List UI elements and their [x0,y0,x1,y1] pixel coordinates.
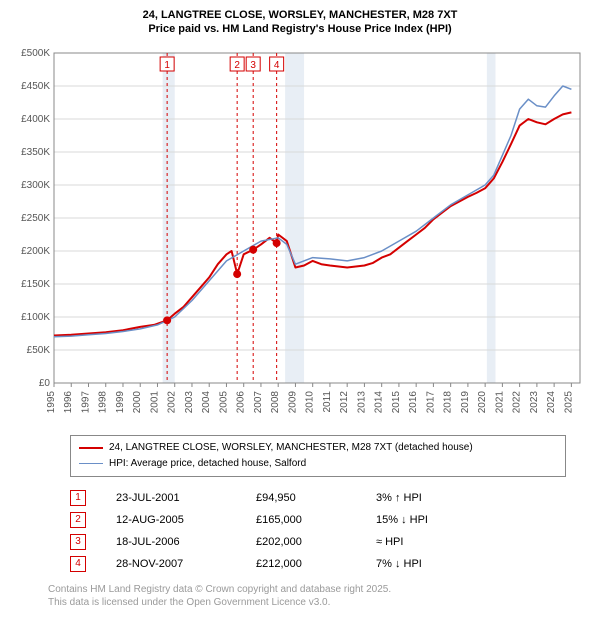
svg-text:1999: 1999 [115,390,126,413]
transaction-key: 4 [70,556,86,572]
svg-text:2002: 2002 [167,390,178,413]
transaction-delta: ≈ HPI [376,536,466,548]
svg-text:2007: 2007 [253,390,264,413]
transaction-date: 12-AUG-2005 [116,514,226,526]
svg-text:1998: 1998 [98,390,109,413]
svg-text:4: 4 [274,60,280,71]
chart-title-line1: 24, LANGTREE CLOSE, WORSLEY, MANCHESTER,… [10,8,590,22]
transaction-key: 2 [70,512,86,528]
svg-text:2009: 2009 [287,390,298,413]
legend-item-property: 24, LANGTREE CLOSE, WORSLEY, MANCHESTER,… [79,440,557,456]
footer-line1: Contains HM Land Registry data © Crown c… [48,583,590,596]
transactions-table: 1 23-JUL-2001 £94,950 3% ↑ HPI 2 12-AUG-… [70,487,590,575]
svg-text:£350K: £350K [21,147,50,158]
chart-title-block: 24, LANGTREE CLOSE, WORSLEY, MANCHESTER,… [10,8,590,37]
svg-text:£150K: £150K [21,279,50,290]
svg-text:2025: 2025 [563,390,574,413]
legend-swatch-property [79,447,103,449]
svg-text:£100K: £100K [21,312,50,323]
svg-text:2008: 2008 [270,390,281,413]
svg-text:£500K: £500K [21,48,50,59]
svg-text:£200K: £200K [21,246,50,257]
svg-text:2022: 2022 [512,390,523,413]
svg-text:2003: 2003 [184,390,195,413]
transaction-key: 1 [70,490,86,506]
svg-text:2000: 2000 [132,390,143,413]
svg-text:2001: 2001 [149,390,160,413]
svg-text:2006: 2006 [236,390,247,413]
table-row: 3 18-JUL-2006 £202,000 ≈ HPI [70,531,590,553]
svg-text:2012: 2012 [339,390,350,413]
legend-label-property: 24, LANGTREE CLOSE, WORSLEY, MANCHESTER,… [109,442,473,453]
svg-text:£450K: £450K [21,81,50,92]
footer-line2: This data is licensed under the Open Gov… [48,596,590,609]
table-row: 4 28-NOV-2007 £212,000 7% ↓ HPI [70,553,590,575]
transaction-date: 23-JUL-2001 [116,492,226,504]
svg-text:2011: 2011 [322,390,333,412]
svg-text:2010: 2010 [305,390,316,413]
svg-text:1: 1 [164,60,170,71]
svg-text:2023: 2023 [529,390,540,413]
price-chart: £0 £50K £100K £150K £200K £250K £300K £350K £400… [10,43,590,423]
legend-item-hpi: HPI: Average price, detached house, Salf… [79,456,557,472]
svg-text:£50K: £50K [27,345,51,356]
transaction-date: 28-NOV-2007 [116,558,226,570]
svg-text:2021: 2021 [494,390,505,413]
svg-text:1995: 1995 [46,390,57,413]
svg-text:2004: 2004 [201,390,212,413]
svg-text:2015: 2015 [391,390,402,413]
svg-text:£250K: £250K [21,213,50,224]
transaction-price: £212,000 [256,558,346,570]
svg-text:2017: 2017 [425,390,436,413]
svg-text:2018: 2018 [443,390,454,413]
transaction-price: £202,000 [256,536,346,548]
svg-text:2016: 2016 [408,390,419,413]
transaction-price: £94,950 [256,492,346,504]
table-row: 1 23-JUL-2001 £94,950 3% ↑ HPI [70,487,590,509]
svg-text:1996: 1996 [63,390,74,413]
chart-title-line2: Price paid vs. HM Land Registry's House … [10,22,590,36]
svg-text:£400K: £400K [21,114,50,125]
svg-text:1997: 1997 [80,390,91,413]
chart-svg: £0 £50K £100K £150K £200K £250K £300K £350K £400… [10,43,590,423]
legend-label-hpi: HPI: Average price, detached house, Salf… [109,458,306,469]
legend: 24, LANGTREE CLOSE, WORSLEY, MANCHESTER,… [70,435,566,477]
svg-text:2013: 2013 [356,390,367,413]
legend-swatch-hpi [79,463,103,464]
svg-text:3: 3 [250,60,256,71]
table-row: 2 12-AUG-2005 £165,000 15% ↓ HPI [70,509,590,531]
svg-text:2020: 2020 [477,390,488,413]
svg-text:2019: 2019 [460,390,471,413]
transaction-delta: 15% ↓ HPI [376,514,466,526]
svg-text:£0: £0 [39,378,51,389]
transaction-delta: 3% ↑ HPI [376,492,466,504]
transaction-date: 18-JUL-2006 [116,536,226,548]
transaction-delta: 7% ↓ HPI [376,558,466,570]
footer-attribution: Contains HM Land Registry data © Crown c… [48,583,590,609]
svg-text:£300K: £300K [21,180,50,191]
transaction-price: £165,000 [256,514,346,526]
svg-text:2024: 2024 [546,390,557,413]
svg-text:2005: 2005 [218,390,229,413]
svg-text:2: 2 [234,60,240,71]
svg-text:2014: 2014 [374,390,385,413]
transaction-key: 3 [70,534,86,550]
